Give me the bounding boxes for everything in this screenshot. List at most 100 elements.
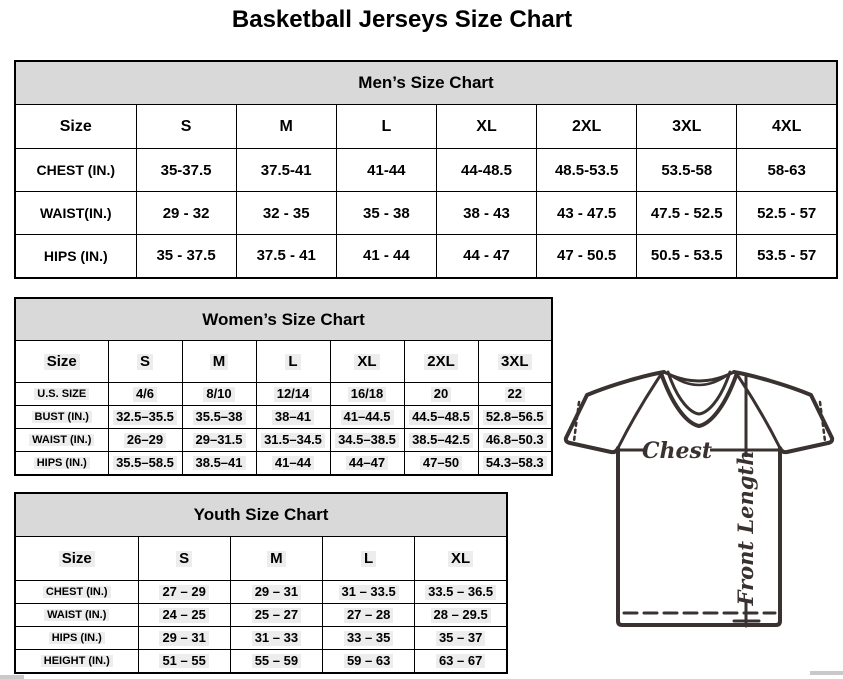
value-cell: 33 – 35 <box>321 626 416 650</box>
value-cell: 41-44 <box>335 148 437 192</box>
cell-text: HIPS (IN.) <box>33 456 90 469</box>
value-cell: 25 – 27 <box>229 603 324 627</box>
table-row: HIPS (IN.) 29 – 31 31 – 33 33 – 35 35 – … <box>14 626 508 650</box>
cell-text: M <box>209 353 229 371</box>
value-cell: 31 – 33.5 <box>321 580 416 604</box>
value-cell: 38 - 43 <box>435 191 538 235</box>
cell-text: 46.8–50.3 <box>482 433 547 448</box>
value-cell: 27 – 29 <box>137 580 231 604</box>
value-cell: 43 - 47.5 <box>536 191 638 235</box>
cell-text: 22 <box>504 387 525 402</box>
header-cell: 4XL <box>736 104 838 149</box>
row-label: WAIST (IN.) <box>14 603 139 627</box>
mens-table-title: Men’s Size Chart <box>14 60 838 105</box>
value-cell: 44-48.5 <box>435 148 538 192</box>
value-cell: 33.5 – 36.5 <box>414 580 508 604</box>
cell-text: Size <box>43 353 80 371</box>
value-cell: 32 - 35 <box>235 191 337 235</box>
table-row: U.S. SIZE 4/6 8/10 12/14 16/18 20 22 <box>14 382 553 406</box>
row-label: WAIST (IN.) <box>14 428 109 452</box>
header-cell: 3XL <box>477 340 553 383</box>
womens-size-table: Women’s Size Chart Size S M L XL 2XL 3XL… <box>14 297 553 476</box>
value-cell: 26–29 <box>107 428 183 452</box>
header-cell: XL <box>435 104 538 149</box>
cell-text: 24 – 25 <box>159 608 209 623</box>
table-row: WAIST (IN.) 26–29 29–31.5 31.5–34.5 34.5… <box>14 428 553 452</box>
value-cell: 59 – 63 <box>321 649 416 673</box>
womens-table-title: Women’s Size Chart <box>14 297 553 341</box>
value-cell: 35 - 37.5 <box>135 234 237 278</box>
cell-text: S <box>176 550 193 568</box>
header-cell: Size <box>14 340 109 383</box>
value-cell: 48.5-53.5 <box>536 148 638 192</box>
cell-text: 54.3–58.3 <box>482 455 547 471</box>
value-cell: 16/18 <box>329 382 405 406</box>
cell-text: U.S. SIZE <box>34 387 90 401</box>
value-cell: 4/6 <box>107 382 183 406</box>
value-cell: 50.5 - 53.5 <box>636 234 738 278</box>
jersey-outline <box>563 370 835 627</box>
youth-size-table: Youth Size Chart Size S M L XL CHEST (IN… <box>14 492 508 674</box>
cell-text: 38.5–42.5 <box>409 433 473 448</box>
value-cell: 47–50 <box>403 451 479 475</box>
row-label: HIPS (IN.) <box>14 626 139 650</box>
cell-text: 29 – 31 <box>251 585 302 600</box>
value-cell: 41–44.5 <box>329 405 405 429</box>
cell-text: 16/18 <box>347 387 387 402</box>
cell-text: L <box>285 353 301 371</box>
header-cell: L <box>335 104 437 149</box>
value-cell: 38.5–41 <box>181 451 257 475</box>
front-length-label: Front Length <box>733 451 758 607</box>
cell-text: 28 – 29.5 <box>430 608 491 623</box>
cell-text: WAIST (IN.) <box>44 608 110 622</box>
table-row: CHEST (IN.) 27 – 29 29 – 31 31 – 33.5 33… <box>14 580 508 604</box>
table-row: HEIGHT (IN.) 51 – 55 55 – 59 59 – 63 63 … <box>14 649 508 673</box>
value-cell: 31 – 33 <box>229 626 324 650</box>
cell-text: 35.5–38 <box>192 410 246 425</box>
header-cell: L <box>255 340 331 383</box>
cell-text: 41–44.5 <box>340 410 394 425</box>
value-cell: 44 - 47 <box>435 234 538 278</box>
value-cell: 37.5 - 41 <box>235 234 337 278</box>
table-row: WAIST(IN.) 29 - 32 32 - 35 35 - 38 38 - … <box>14 191 838 235</box>
cell-text: 33 – 35 <box>343 631 394 646</box>
value-cell: 55 – 59 <box>229 649 324 673</box>
header-cell: L <box>321 536 416 581</box>
cell-text: 63 – 67 <box>435 653 486 669</box>
header-cell: XL <box>329 340 405 383</box>
cell-text: 4/6 <box>132 387 158 402</box>
row-label: WAIST(IN.) <box>14 191 137 235</box>
row-label: CHEST (IN.) <box>14 580 139 604</box>
header-cell: M <box>181 340 257 383</box>
cell-text: 35.5–58.5 <box>113 455 177 471</box>
table-row: HIPS (IN.) 35.5–58.5 38.5–41 41–44 44–47… <box>14 451 553 475</box>
cell-text: 25 – 27 <box>251 608 302 623</box>
cell-text: 55 – 59 <box>251 653 302 669</box>
row-label: HIPS (IN.) <box>14 234 137 278</box>
cell-text: 31 – 33 <box>251 631 302 646</box>
cell-text: 31.5–34.5 <box>261 433 325 448</box>
value-cell: 32.5–35.5 <box>107 405 183 429</box>
cell-text: L <box>361 550 377 568</box>
cell-text: 3XL <box>497 353 532 371</box>
cell-text: 27 – 28 <box>343 608 394 623</box>
value-cell: 52.8–56.5 <box>477 405 553 429</box>
value-cell: 44.5–48.5 <box>403 405 479 429</box>
value-cell: 53.5 - 57 <box>736 234 838 278</box>
cell-text: XL <box>354 353 380 371</box>
cell-text: 41–44 <box>271 455 315 471</box>
cell-text: M <box>267 550 286 568</box>
table-row: BUST (IN.) 32.5–35.5 35.5–38 38–41 41–44… <box>14 405 553 429</box>
row-label: BUST (IN.) <box>14 405 109 429</box>
header-cell: S <box>137 536 231 581</box>
header-cell: Size <box>14 536 139 581</box>
value-cell: 35 - 38 <box>335 191 437 235</box>
scrollbar-thumb-left[interactable] <box>0 675 24 679</box>
value-cell: 53.5-58 <box>636 148 738 192</box>
value-cell: 29 – 31 <box>229 580 324 604</box>
cell-text: 29–31.5 <box>192 433 246 448</box>
value-cell: 31.5–34.5 <box>255 428 331 452</box>
value-cell: 35.5–58.5 <box>107 451 183 475</box>
scrollbar-thumb-right[interactable] <box>810 671 843 675</box>
value-cell: 27 – 28 <box>321 603 416 627</box>
